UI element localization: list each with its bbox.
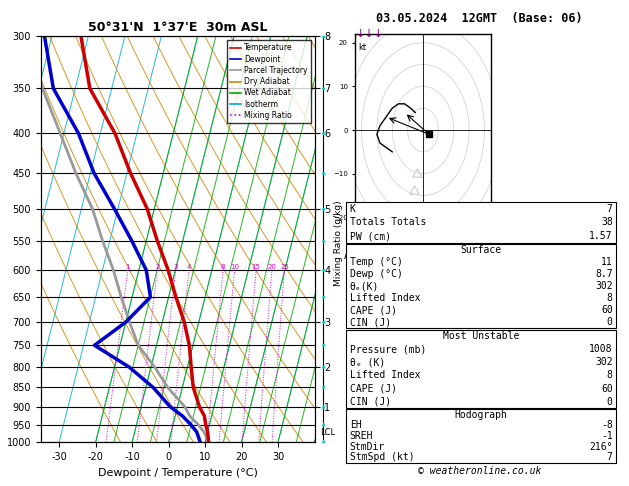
Text: Temp (°C): Temp (°C) bbox=[350, 258, 403, 267]
Text: CIN (J): CIN (J) bbox=[350, 397, 391, 407]
Text: Hodograph: Hodograph bbox=[455, 410, 508, 419]
Text: 216°: 216° bbox=[589, 442, 613, 451]
Text: CAPE (J): CAPE (J) bbox=[350, 305, 397, 315]
Text: 03.05.2024  12GMT  (Base: 06): 03.05.2024 12GMT (Base: 06) bbox=[376, 12, 582, 25]
Text: Surface: Surface bbox=[460, 245, 502, 256]
Text: PW (cm): PW (cm) bbox=[350, 231, 391, 241]
Text: -8: -8 bbox=[601, 420, 613, 430]
Text: kt: kt bbox=[359, 43, 367, 52]
Text: θₑ (K): θₑ (K) bbox=[350, 357, 385, 367]
Text: 0: 0 bbox=[607, 317, 613, 327]
Text: 25: 25 bbox=[280, 264, 289, 270]
Text: LCL: LCL bbox=[320, 428, 335, 437]
Text: EH: EH bbox=[350, 420, 362, 430]
X-axis label: Dewpoint / Temperature (°C): Dewpoint / Temperature (°C) bbox=[97, 468, 258, 478]
Text: Lifted Index: Lifted Index bbox=[350, 293, 420, 303]
Text: 302: 302 bbox=[595, 281, 613, 291]
Text: Most Unstable: Most Unstable bbox=[443, 331, 520, 341]
Text: 1.57: 1.57 bbox=[589, 231, 613, 241]
Text: -1: -1 bbox=[601, 431, 613, 441]
Text: 8: 8 bbox=[607, 370, 613, 381]
Text: 4: 4 bbox=[187, 264, 191, 270]
Text: © weatheronline.co.uk: © weatheronline.co.uk bbox=[418, 466, 541, 476]
Text: 7: 7 bbox=[607, 452, 613, 462]
Text: SREH: SREH bbox=[350, 431, 373, 441]
Text: 8: 8 bbox=[221, 264, 225, 270]
Text: CIN (J): CIN (J) bbox=[350, 317, 391, 327]
Legend: Temperature, Dewpoint, Parcel Trajectory, Dry Adiabat, Wet Adiabat, Isotherm, Mi: Temperature, Dewpoint, Parcel Trajectory… bbox=[226, 40, 311, 123]
Text: CAPE (J): CAPE (J) bbox=[350, 383, 397, 394]
Text: 1008: 1008 bbox=[589, 344, 613, 354]
Text: 11: 11 bbox=[601, 258, 613, 267]
Text: 60: 60 bbox=[601, 383, 613, 394]
Text: 8.7: 8.7 bbox=[595, 269, 613, 279]
Text: 15: 15 bbox=[252, 264, 260, 270]
Text: 38: 38 bbox=[601, 217, 613, 227]
Text: Pressure (mb): Pressure (mb) bbox=[350, 344, 426, 354]
Text: Lifted Index: Lifted Index bbox=[350, 370, 420, 381]
Text: 302: 302 bbox=[595, 357, 613, 367]
Text: 7: 7 bbox=[607, 204, 613, 213]
Text: StmSpd (kt): StmSpd (kt) bbox=[350, 452, 415, 462]
Text: 1: 1 bbox=[126, 264, 130, 270]
Text: Totals Totals: Totals Totals bbox=[350, 217, 426, 227]
Title: 50°31'N  1°37'E  30m ASL: 50°31'N 1°37'E 30m ASL bbox=[88, 21, 267, 34]
Text: K: K bbox=[350, 204, 355, 213]
Text: 20: 20 bbox=[267, 264, 276, 270]
Y-axis label: km
ASL: km ASL bbox=[343, 240, 362, 261]
Text: 60: 60 bbox=[601, 305, 613, 315]
Text: StmDir: StmDir bbox=[350, 442, 385, 451]
Text: 0: 0 bbox=[607, 397, 613, 407]
Text: Dewp (°C): Dewp (°C) bbox=[350, 269, 403, 279]
Text: 10: 10 bbox=[230, 264, 239, 270]
Text: 8: 8 bbox=[607, 293, 613, 303]
Text: θₑ(K): θₑ(K) bbox=[350, 281, 379, 291]
Text: 2: 2 bbox=[155, 264, 160, 270]
Text: Mixing Ratio (g/kg): Mixing Ratio (g/kg) bbox=[334, 200, 343, 286]
Text: 3: 3 bbox=[174, 264, 178, 270]
Text: ↓↓↓: ↓↓↓ bbox=[355, 29, 384, 39]
